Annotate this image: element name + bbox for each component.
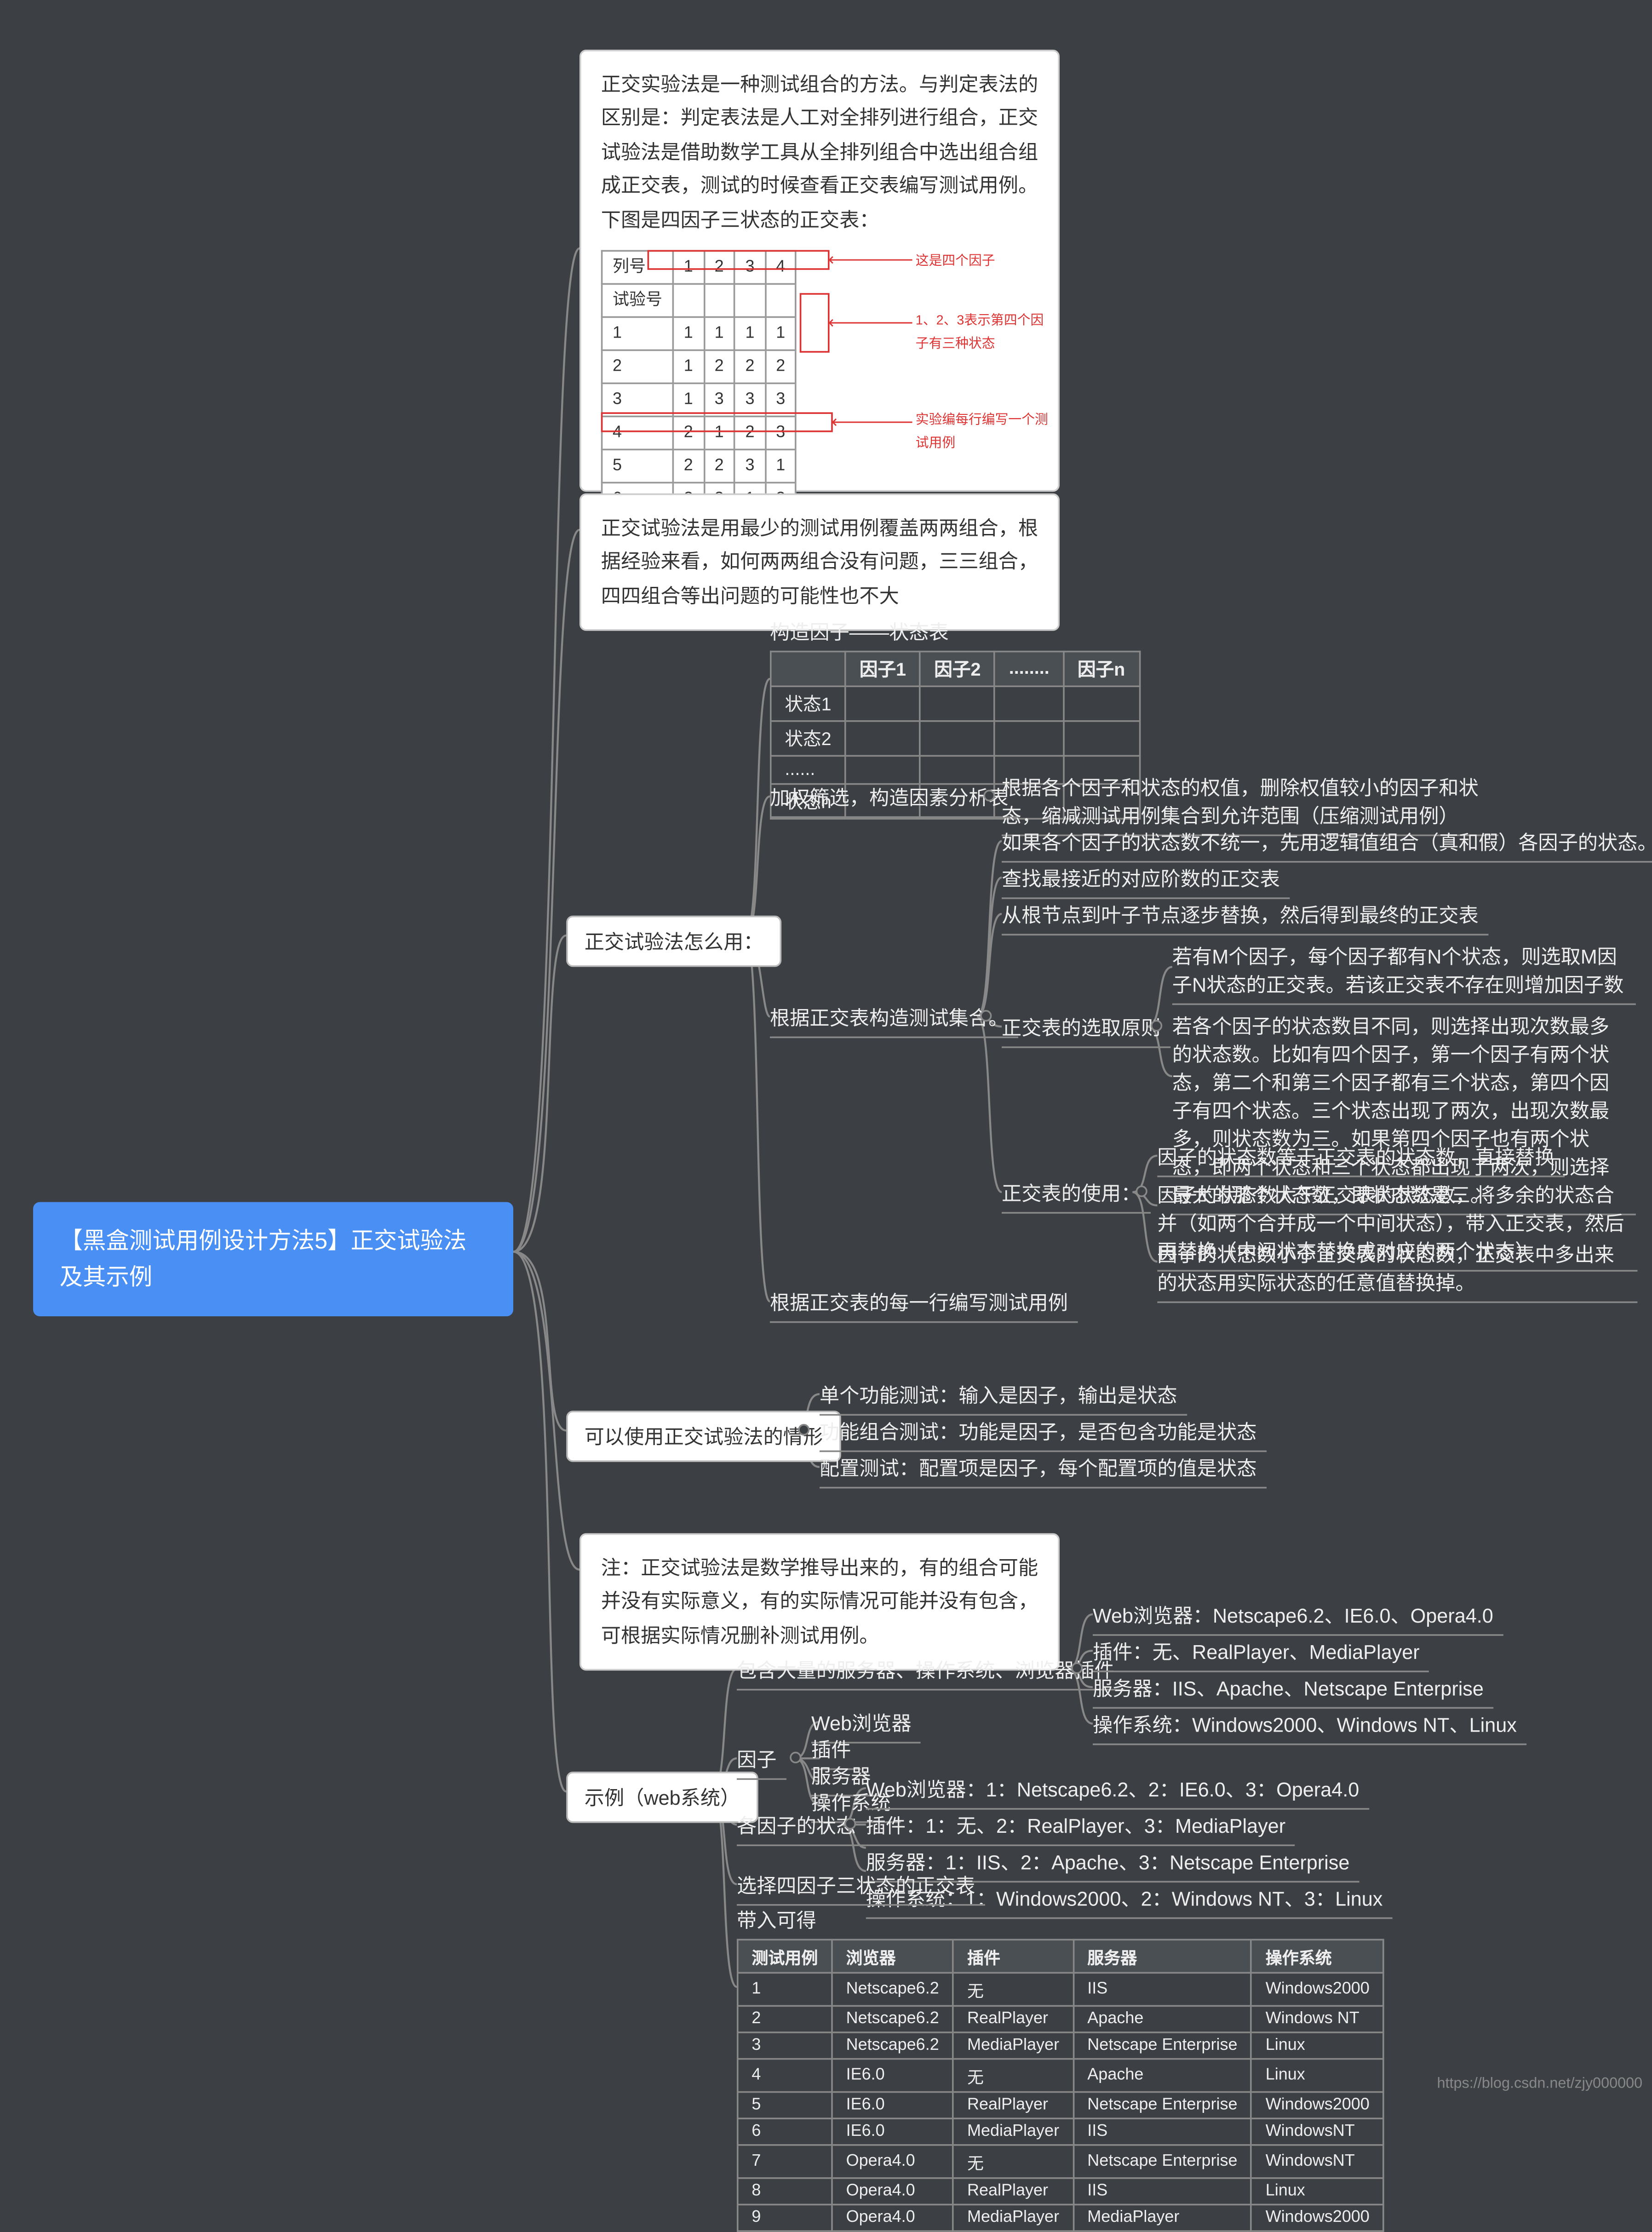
expand-dot[interactable] bbox=[790, 1752, 801, 1763]
annot-box-2 bbox=[800, 293, 830, 353]
panel-definition: 正交实验法是一种测试组合的方法。与判定表法的区别是：判定表法是人工对全排列进行组… bbox=[579, 50, 1060, 492]
leaf-usecase-1: 单个功能测试：输入是因子，输出是状态 bbox=[820, 1376, 1187, 1416]
node-example[interactable]: 示例（web系统） bbox=[566, 1772, 758, 1823]
node-usecase-label: 可以使用正交试验法的情形 bbox=[585, 1426, 823, 1449]
leaf-b2-c3: 从根节点到叶子节点逐步替换，然后得到最终的正交表 bbox=[1002, 896, 1488, 935]
leaf-usecase-2: 功能组合测试：功能是因子，是否包含功能是状态 bbox=[820, 1412, 1267, 1452]
panel-summary: 正交试验法是用最少的测试用例覆盖两两组合，根据经验来看，如何两两组合没有问题，三… bbox=[579, 493, 1060, 631]
expand-dot[interactable] bbox=[980, 1010, 992, 1021]
leaf-b2-c1: 如果各个因子的状态数不统一，先用逻辑值组合（真和假）各因子的状态。 bbox=[1002, 823, 1652, 862]
panel-summary-text: 正交试验法是用最少的测试用例覆盖两两组合，根据经验来看，如何两两组合没有问题，三… bbox=[601, 516, 1038, 607]
leaf-b2-c2: 查找最接近的对应阶数的正交表 bbox=[1002, 859, 1290, 899]
root-node[interactable]: 【黑盒测试用例设计方法5】正交试验法及其示例 bbox=[33, 1202, 513, 1316]
annot-text-1: 这是四个因子 bbox=[916, 250, 1032, 272]
expand-dot[interactable] bbox=[798, 1424, 809, 1435]
leaf-ex-c1-d: 操作系统：Windows2000、Windows NT、Linux bbox=[1093, 1705, 1526, 1745]
panel-definition-text: 正交实验法是一种测试组合的方法。与判定表法的区别是：判定表法是人工对全排列进行组… bbox=[601, 68, 1038, 237]
leaf-ex-c2: 因子 bbox=[737, 1740, 786, 1780]
leaf-ex-c3-b: 插件：1：无、2：RealPlayer、3：MediaPlayer bbox=[866, 1807, 1296, 1846]
example-result-table: 测试用例 浏览器 插件 服务器 操作系统 1Netscape6.2无IISWin… bbox=[737, 1939, 1384, 2232]
node-how[interactable]: 正交试验法怎么用： bbox=[566, 916, 781, 967]
panel-note: 注：正交试验法是数学推导出来的，有的组合可能并没有实际意义，有的实际情况可能并没… bbox=[579, 1533, 1060, 1671]
expand-dot[interactable] bbox=[1136, 1186, 1147, 1197]
leaf-ex-c1-c: 服务器：IIS、Apache、Netscape Enterprise bbox=[1093, 1669, 1494, 1709]
factor-state-title: 构造因子——状态表 bbox=[770, 613, 1140, 651]
annot-text-3: 实验编每行编写一个测试用例 bbox=[916, 409, 1048, 454]
root-label: 【黑盒测试用例设计方法5】正交试验法及其示例 bbox=[60, 1227, 467, 1291]
leaf-b2-c4: 正交表的选取原则 bbox=[1002, 1008, 1170, 1048]
leaf-ex-c1-a: Web浏览器：Netscape6.2、IE6.0、Opera4.0 bbox=[1093, 1596, 1503, 1635]
node-usecase[interactable]: 可以使用正交试验法的情形 bbox=[566, 1411, 841, 1462]
annot-text-2: 1、2、3表示第四个因子有三种状态 bbox=[916, 310, 1048, 355]
footer-link[interactable]: https://blog.csdn.net/zjy000000 bbox=[1437, 2075, 1642, 2091]
leaf-b3: 根据正交表的每一行编写测试用例 bbox=[770, 1283, 1078, 1323]
leaf-ex-c4: 选择四因子三状态的正交表 bbox=[737, 1866, 985, 1905]
leaf-usecase-3: 配置测试：配置项是因子，每个配置项的值是状态 bbox=[820, 1449, 1267, 1488]
leaf-ex-c1: 包含大量的服务器、操作系统、浏览器插件 bbox=[737, 1651, 1124, 1690]
node-example-label: 示例（web系统） bbox=[585, 1786, 740, 1809]
leaf-ex-c1-b: 插件：无、RealPlayer、MediaPlayer bbox=[1093, 1633, 1429, 1672]
leaf-ex-c3-a: Web浏览器：1：Netscape6.2、2：IE6.0、3：Opera4.0 bbox=[866, 1770, 1369, 1809]
expand-dot[interactable] bbox=[983, 790, 995, 801]
leaf-b2-c5-l3: 因子的状态数小于正交表的状态数，正交表中多出来的状态用实际状态的任意值替换掉。 bbox=[1157, 1235, 1637, 1303]
panel-note-text: 注：正交试验法是数学推导出来的，有的组合可能并没有实际意义，有的实际情况可能并没… bbox=[601, 1556, 1038, 1647]
expand-dot[interactable] bbox=[1151, 1020, 1162, 1032]
annot-arrows bbox=[830, 250, 929, 473]
expand-dot[interactable] bbox=[1071, 1662, 1083, 1674]
leaf-b2-c5-l1: 因子的状态数等于正交表的状态数，直接替换 bbox=[1157, 1137, 1565, 1177]
example-result-block: 带入可得 测试用例 浏览器 插件 服务器 操作系统 1Netscape6.2无I… bbox=[737, 1901, 1384, 2232]
leaf-ex-c5: 带入可得 bbox=[737, 1901, 1384, 1939]
leaf-b2-c5: 正交表的使用： bbox=[1002, 1174, 1151, 1213]
expand-dot[interactable] bbox=[844, 1818, 856, 1830]
node-how-label: 正交试验法怎么用： bbox=[585, 930, 763, 953]
leaf-b1: 加权筛选，构造因素分析表 bbox=[770, 778, 1018, 818]
annot-box-1 bbox=[648, 250, 830, 270]
leaf-b2-c4-l1: 若有M个因子，每个因子都有N个状态，则选取M因子N状态的正交表。若该正交表不存在… bbox=[1172, 937, 1636, 1005]
annot-box-3 bbox=[601, 412, 833, 432]
